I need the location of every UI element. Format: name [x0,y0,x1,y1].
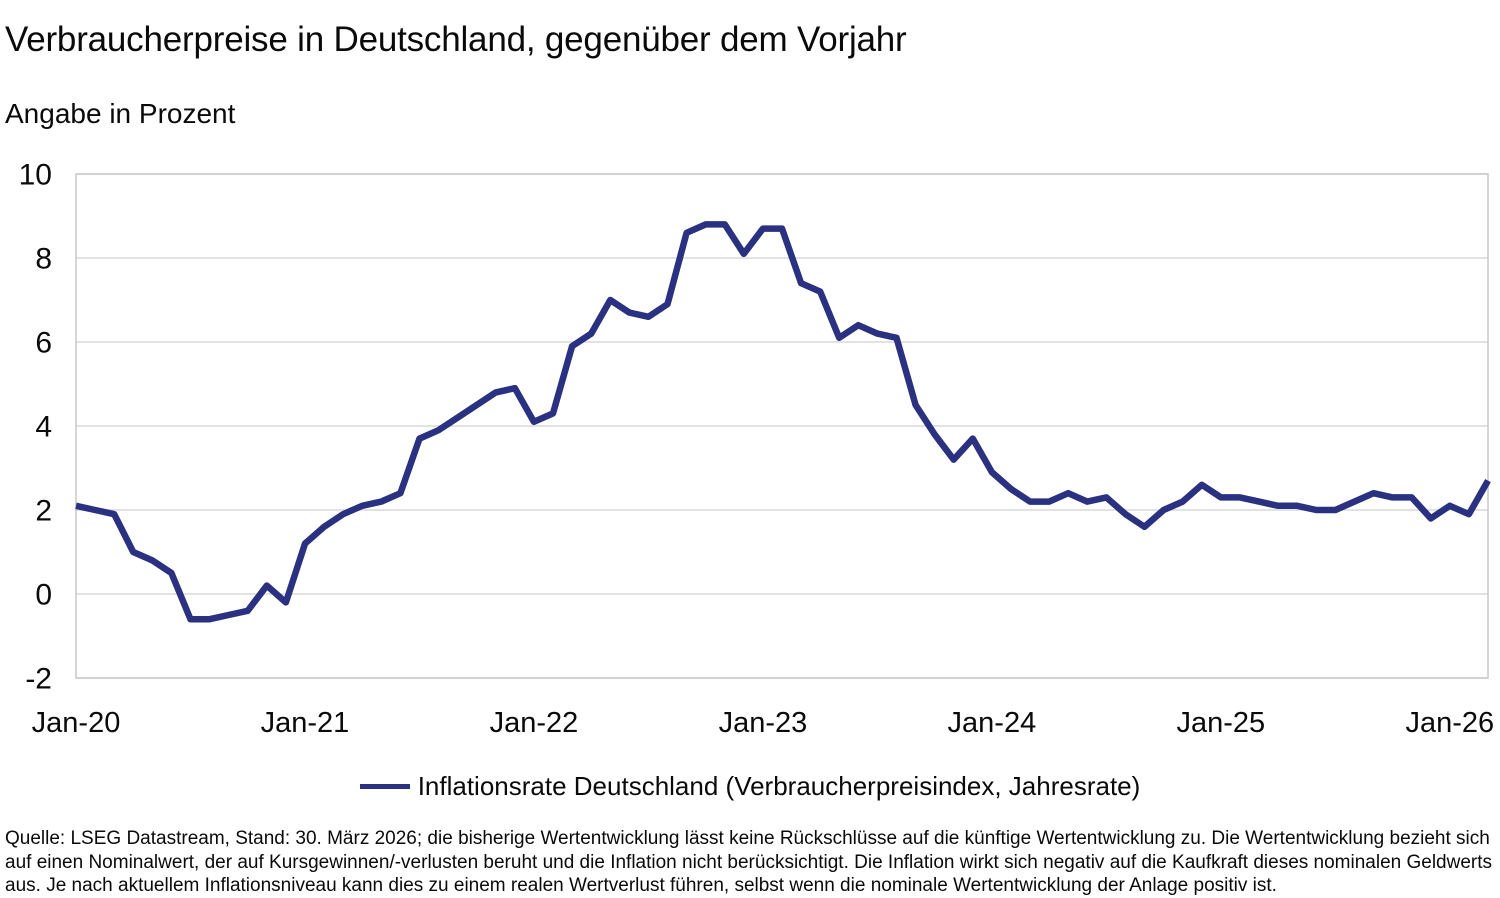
y-axis-tick-label: -2 [25,663,52,696]
page-title: Verbraucherpreise in Deutschland, gegenü… [5,20,907,59]
x-axis-tick-label: Jan-21 [261,707,350,739]
x-axis-tick-label: Jan-25 [1177,707,1266,739]
source-disclaimer-text: Quelle: LSEG Datastream, Stand: 30. März… [5,828,1493,896]
y-axis-tick-label: 0 [35,579,52,612]
line-chart: 10 8 6 4 2 0 -2 Jan-20 Jan-21 Jan-22 Jan-23 Jan-24 J… [19,159,1495,740]
legend-line-swatch [359,783,410,789]
x-axis-tick-label: Jan-22 [490,707,579,739]
plot-border [75,173,1489,679]
page-subtitle: Angabe in Prozent [5,98,236,129]
chart-legend: Inflationsrate Deutschland (Verbraucherp… [0,766,1500,806]
inflation-rate-line [75,221,1491,623]
y-axis-tick-label: 2 [35,495,52,528]
x-axis-tick-label: Jan-26 [1406,707,1495,739]
y-axis-tick-label: 10 [19,159,52,192]
y-axis-tick-label: 6 [35,327,52,360]
legend-label: Inflationsrate Deutschland (Verbraucherp… [417,770,1141,801]
y-axis-tick-label: 8 [35,243,52,276]
x-axis-tick-label: Jan-23 [719,707,808,739]
x-axis-tick-label: Jan-20 [32,707,121,739]
x-axis-tick-label: Jan-24 [948,707,1037,739]
y-axis-tick-label: 4 [35,411,52,444]
